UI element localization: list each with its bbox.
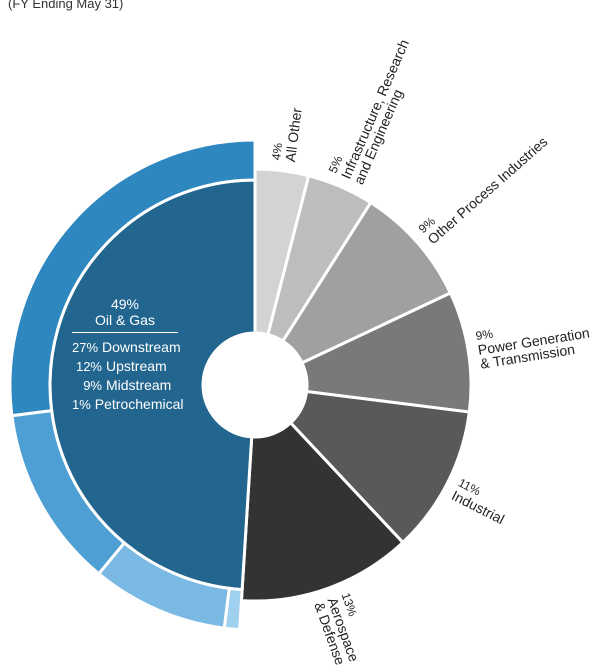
center-value: 49% — [110, 296, 140, 312]
breakdown-value: 27% — [72, 340, 99, 355]
breakdown-value: 9% — [83, 378, 102, 393]
center-head: 49% Oil & Gas — [72, 296, 178, 333]
slice-label: 4% All Other — [269, 105, 305, 163]
breakdown-slice — [8, 138, 257, 418]
donut-slice — [280, 200, 453, 365]
breakdown-name: Downstream — [102, 339, 181, 355]
breakdown-name: Midstream — [106, 377, 172, 393]
breakdown-slice — [10, 409, 127, 576]
breakdown-value: 1% — [72, 397, 91, 412]
breakdown-name: Petrochemical — [94, 396, 184, 412]
donut-slice — [239, 420, 405, 603]
breakdown-value: 12% — [75, 359, 102, 374]
breakdown-row: 12% Upstream — [72, 357, 178, 376]
breakdown-name: Upstream — [106, 358, 167, 374]
breakdown-row: 9% Midstream — [72, 376, 178, 395]
subtitle: (FY Ending May 31) — [8, 0, 124, 11]
breakdown-slice — [96, 540, 231, 630]
breakdown-row: 27% Downstream — [72, 338, 181, 357]
center-label: 49% Oil & Gas 27% Downstream 12% Upstream 9%… — [72, 296, 184, 414]
donut-slice — [300, 291, 473, 414]
breakdown-row: 1% Petrochemical — [72, 395, 184, 414]
breakdown-slice — [222, 586, 244, 632]
center-name: Oil & Gas — [95, 312, 155, 328]
donut-slice — [288, 389, 471, 545]
